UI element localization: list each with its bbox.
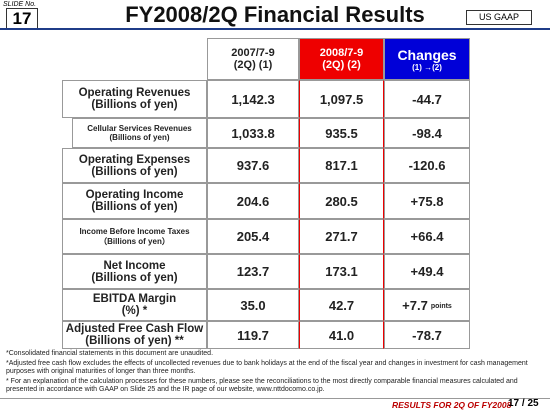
value: 204.6: [236, 193, 270, 209]
value: 41.0: [328, 327, 355, 343]
value-cell: 173.1: [299, 254, 384, 289]
row-label: EBITDA Margin (%) *: [62, 289, 207, 321]
value-cell: 935.5: [299, 118, 384, 148]
header-rule: [0, 28, 550, 30]
note: *Adjusted free cash flow excludes the ef…: [6, 359, 528, 376]
value-cell: 937.6: [207, 148, 299, 183]
label-line: Operating Expenses: [78, 153, 191, 166]
value-cell: -98.4: [384, 118, 470, 148]
row-label: Income Before Income Taxes （Billions of y…: [62, 219, 207, 254]
row-label: Cellular Services Revenues (Billions of y…: [72, 118, 207, 148]
value: 935.5: [325, 125, 358, 141]
header-line: (1) →(2): [412, 62, 442, 72]
label-line: Operating Income: [85, 189, 184, 201]
label-line: (Billions of yen): [109, 133, 170, 142]
value: 271.7: [325, 229, 358, 244]
notes: *Consolidated financial statements in th…: [6, 350, 541, 396]
row-label: Operating Expenses (Billions of yen): [62, 148, 207, 183]
header-line: 2007/7-9: [231, 47, 275, 59]
value: +49.4: [410, 264, 444, 279]
value: 280.5: [325, 193, 358, 209]
value-cell: 119.7: [207, 321, 299, 349]
row-label: Operating Income (Billions of yen): [62, 183, 207, 219]
value: +7.7: [402, 297, 428, 313]
value-cell: +75.8: [384, 183, 470, 219]
column-header: 2007/7-9 (2Q) (1): [207, 38, 299, 80]
value: -78.7: [412, 327, 442, 343]
value: 1,033.8: [231, 125, 275, 141]
row-label: Operating Revenues (Billions of yen): [62, 80, 207, 118]
value-cell: 35.0: [207, 289, 299, 321]
page-number: 17 / 25: [508, 398, 539, 409]
label-line: (Billions of yen) **: [85, 335, 184, 347]
label-line: Operating Revenues: [78, 87, 191, 99]
value-cell: +7.7 points: [384, 289, 470, 321]
value-cell: +66.4: [384, 219, 470, 254]
value-cell: 817.1: [299, 148, 384, 183]
value: -44.7: [412, 91, 442, 107]
column-header: 2008/7-9 (2Q) (2): [299, 38, 384, 80]
label-line: （Billions of yen）: [99, 236, 170, 246]
label-line: (Billions of yen): [91, 99, 178, 111]
row-label: Adjusted Free Cash Flow (Billions of yen)…: [62, 321, 207, 349]
column-header: Changes (1) →(2): [384, 38, 470, 80]
value-cell: 42.7: [299, 289, 384, 321]
value-cell: -44.7: [384, 80, 470, 118]
header-line: (2Q) (2): [322, 59, 361, 71]
label-line: Adjusted Free Cash Flow: [65, 323, 204, 335]
label-line: Income Before Income Taxes: [79, 226, 190, 236]
value-cell: -120.6: [384, 148, 470, 183]
header-line: 2008/7-9: [319, 47, 364, 59]
value-cell: 41.0: [299, 321, 384, 349]
value-cell: +49.4: [384, 254, 470, 289]
value-cell: 1,097.5: [299, 80, 384, 118]
note: * For an explanation of the calculation …: [6, 377, 518, 394]
unit: points: [430, 303, 452, 310]
note: *Consolidated financial statements in th…: [6, 350, 214, 357]
value: 817.1: [325, 158, 358, 173]
label-line: EBITDA Margin: [92, 293, 177, 305]
value-cell: 271.7: [299, 219, 384, 254]
value: 119.7: [237, 327, 269, 343]
value: 1,142.3: [231, 91, 275, 107]
footer-rule: [0, 398, 550, 399]
value-cell: 280.5: [299, 183, 384, 219]
slide-label: SLIDE No.: [3, 1, 37, 8]
label-line: Cellular Services Revenues: [87, 124, 192, 133]
value-cell: 1,142.3: [207, 80, 299, 118]
value-cell: 204.6: [207, 183, 299, 219]
header-line: Changes: [397, 46, 457, 63]
row-label: Net Income (Billions of yen): [62, 254, 207, 289]
value-cell: 123.7: [207, 254, 299, 289]
value: +66.4: [410, 229, 444, 244]
footer-caption: RESULTS FOR 2Q OF FY2008: [392, 400, 512, 410]
label-line: (%) *: [121, 305, 148, 317]
value: 123.7: [236, 264, 270, 279]
badge: US GAAP: [466, 10, 532, 25]
value: 42.7: [328, 297, 355, 313]
value: 205.4: [236, 229, 270, 244]
title: FY2008/2Q Financial Results: [125, 2, 425, 27]
label-line: Net Income: [103, 259, 166, 272]
value: 1,097.5: [319, 91, 364, 107]
value: -120.6: [408, 158, 446, 173]
value: 937.6: [236, 158, 270, 173]
label-line: (Billions of yen): [91, 165, 178, 178]
label-line: (Billions of yen): [91, 201, 178, 213]
value-cell: 1,033.8: [207, 118, 299, 148]
value: 35.0: [240, 297, 266, 313]
value: -98.4: [412, 125, 442, 141]
value: +75.8: [410, 193, 444, 209]
label-line: (Billions of yen): [91, 271, 178, 284]
value-cell: -78.7: [384, 321, 470, 349]
value: 173.1: [325, 264, 358, 279]
header-line: (2Q) (1): [233, 59, 273, 71]
value-cell: 205.4: [207, 219, 299, 254]
